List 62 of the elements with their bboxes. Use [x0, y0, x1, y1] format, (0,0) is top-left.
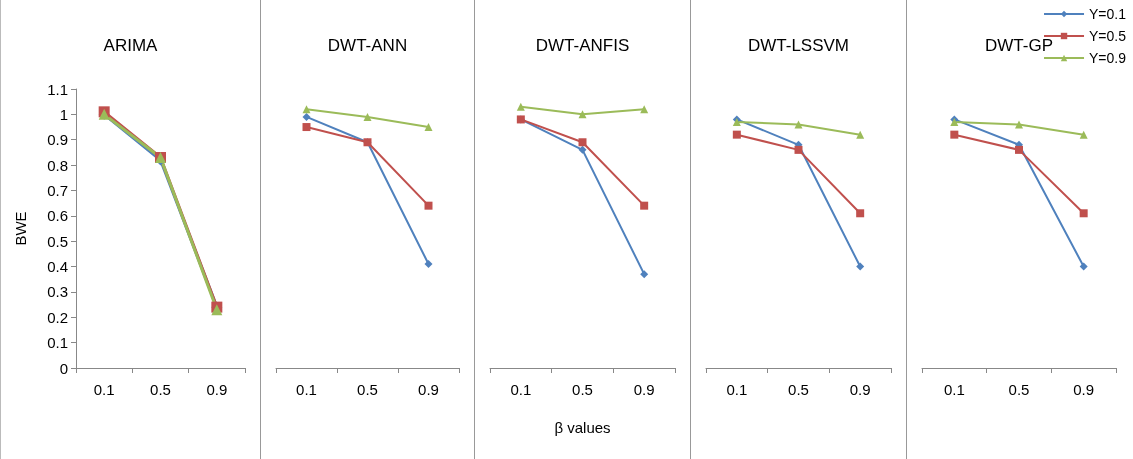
point	[640, 270, 649, 279]
point	[856, 130, 865, 139]
y-tick-label: 0.1	[47, 334, 68, 352]
y-tick-label: 1	[59, 105, 68, 123]
y-tick-label: 0.2	[47, 308, 68, 326]
x-tick-label: 0.9	[633, 381, 655, 398]
point	[794, 120, 803, 129]
y-tick-label: 1.1	[47, 80, 68, 98]
point	[424, 260, 433, 269]
point	[1079, 209, 1088, 218]
point	[794, 145, 803, 154]
point	[1079, 130, 1088, 139]
x-tick-label: 0.5	[150, 381, 171, 398]
point	[424, 201, 433, 210]
legend-label: Y=0.5	[1089, 28, 1127, 44]
point	[424, 123, 433, 132]
x-tick-label: 0.9	[418, 381, 439, 398]
x-axis-title: β values	[554, 419, 611, 436]
point	[363, 112, 372, 121]
point	[302, 123, 311, 132]
x-tick-label: 0.5	[788, 381, 809, 398]
y-tick-label: 0.6	[47, 207, 68, 225]
point	[732, 130, 741, 139]
x-tick-label: 0.9	[1073, 381, 1095, 398]
x-tick-label: 0.1	[943, 381, 965, 398]
point	[578, 110, 587, 119]
x-tick-label: 0.1	[510, 381, 532, 398]
point	[1015, 145, 1023, 154]
point	[640, 201, 649, 210]
point	[1079, 262, 1088, 271]
x-tick-label: 0.1	[726, 381, 748, 398]
point	[1015, 120, 1023, 129]
chart-title: DWT-ANFIS	[535, 36, 630, 55]
point	[856, 262, 865, 271]
x-tick-label: 0.1	[296, 381, 317, 398]
y-tick-label: 0.5	[47, 232, 68, 250]
point	[578, 145, 587, 154]
y-tick-label: 0.9	[47, 131, 68, 149]
y-tick-label: 0.8	[47, 156, 68, 174]
chart-title: ARIMA	[103, 36, 159, 55]
x-tick-label: 0.9	[849, 381, 871, 398]
y-tick-label: 0	[59, 359, 68, 377]
point	[578, 138, 587, 147]
y-axis-title: BWE	[12, 211, 29, 246]
point	[516, 102, 525, 111]
x-tick-label: 0.5	[357, 381, 378, 398]
x-tick-label: 0.5	[1008, 381, 1030, 398]
point	[856, 209, 865, 218]
y-tick-label: 0.3	[47, 283, 68, 301]
x-tick-label: 0.9	[206, 381, 228, 398]
legend-label: Y=0.9	[1089, 50, 1127, 66]
point	[950, 130, 959, 139]
point	[302, 112, 311, 121]
chart-title: DWT-GP	[985, 36, 1053, 55]
x-tick-label: 0.5	[572, 381, 593, 398]
legend-label: Y=0.1	[1089, 6, 1127, 22]
y-tick-label: 0.7	[47, 181, 68, 199]
point	[302, 105, 311, 114]
x-tick-label: 0.1	[93, 381, 115, 398]
chart-title: DWT-ANN	[327, 36, 408, 55]
chart-title: DWT-LSSVM	[747, 36, 850, 55]
y-tick-label: 0.4	[47, 258, 68, 276]
